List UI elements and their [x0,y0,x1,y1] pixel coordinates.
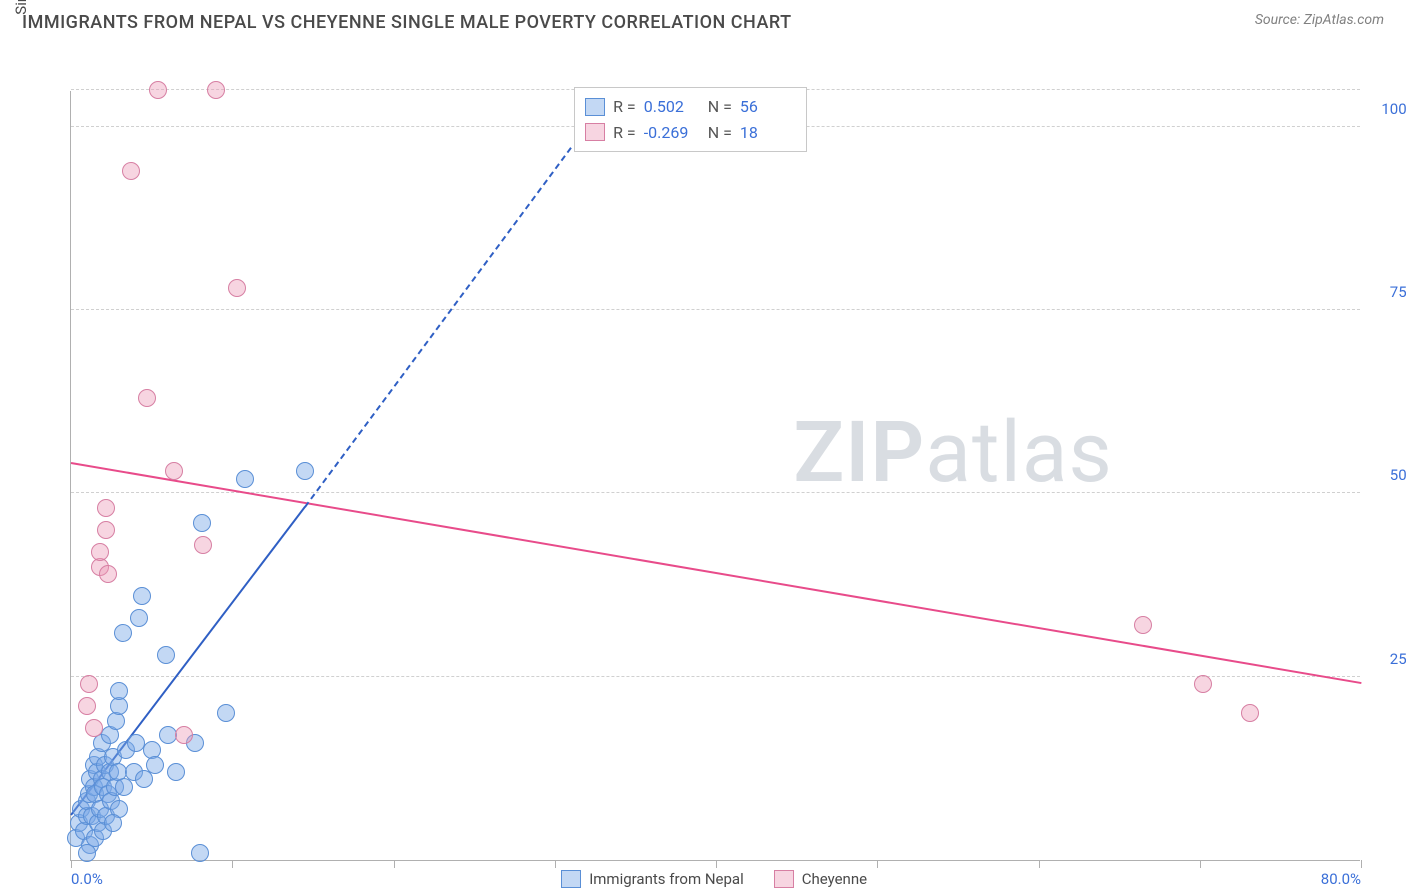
gridline [71,309,1360,310]
legend-n-label: N = [708,120,732,146]
data-point-nepal [135,770,153,788]
plot-area: 25.0%50.0%75.0%100.0%0.0%80.0%ZIPatlasR … [70,91,1360,861]
x-tick [877,860,878,868]
data-point-nepal [193,514,211,532]
data-point-cheyenne [228,279,246,297]
data-point-cheyenne [138,389,156,407]
watermark: ZIPatlas [793,403,1113,502]
data-point-cheyenne [97,521,115,539]
y-tick-label: 25.0% [1370,650,1406,668]
legend-series-name: Immigrants from Nepal [589,870,744,888]
legend-swatch [585,98,605,116]
x-tick [716,860,717,868]
data-point-nepal [296,462,314,480]
chart-title: IMMIGRANTS FROM NEPAL VS CHEYENNE SINGLE… [22,12,792,33]
legend-row-cheyenne: R = -0.269 N = 18 [585,120,796,146]
data-point-nepal [114,624,132,642]
legend-n-value: 18 [740,120,796,146]
data-point-cheyenne [175,726,193,744]
data-point-nepal [78,844,96,862]
x-tick [394,860,395,868]
trend-line [71,462,1361,684]
data-point-cheyenne [149,81,167,99]
data-point-nepal [146,756,164,774]
gridline [71,492,1360,493]
legend-r-label: R = [613,94,636,120]
legend-swatch [585,123,605,141]
data-point-nepal [130,609,148,627]
legend-series-name: Cheyenne [802,870,867,888]
legend-n-value: 56 [740,94,796,120]
y-tick-label: 75.0% [1370,283,1406,301]
x-tick [1039,860,1040,868]
data-point-cheyenne [207,81,225,99]
data-point-cheyenne [85,719,103,737]
x-tick [1200,860,1201,868]
data-point-cheyenne [78,697,96,715]
x-tick-label: 0.0% [71,870,103,888]
y-tick-label: 50.0% [1370,466,1406,484]
legend-item-cheyenne: Cheyenne [774,870,867,888]
data-point-cheyenne [194,536,212,554]
data-point-cheyenne [91,543,109,561]
data-point-cheyenne [122,162,140,180]
series-legend: Immigrants from Nepal Cheyenne [561,870,867,888]
x-tick-label: 80.0% [1321,870,1361,888]
correlation-legend: R = 0.502 N = 56 R = -0.269 N = 18 [574,87,807,152]
data-point-nepal [133,587,151,605]
data-point-cheyenne [165,462,183,480]
x-tick [555,860,556,868]
y-axis-label: Single Male Poverty [12,0,30,15]
data-point-nepal [217,704,235,722]
data-point-cheyenne [99,565,117,583]
data-point-cheyenne [1241,704,1259,722]
x-tick [1361,860,1362,868]
data-point-nepal [110,682,128,700]
data-point-nepal [167,763,185,781]
trend-line [304,147,572,508]
x-tick [71,860,72,868]
legend-item-nepal: Immigrants from Nepal [561,870,744,888]
legend-n-label: N = [708,94,732,120]
x-tick [232,860,233,868]
legend-row-nepal: R = 0.502 N = 56 [585,94,796,120]
data-point-nepal [236,470,254,488]
legend-r-value: -0.269 [644,120,700,146]
data-point-cheyenne [1134,616,1152,634]
data-point-nepal [191,844,209,862]
y-tick-label: 100.0% [1370,100,1406,118]
legend-r-label: R = [613,120,636,146]
legend-swatch [774,870,794,888]
data-point-cheyenne [80,675,98,693]
data-point-nepal [157,646,175,664]
source-attribution: Source: ZipAtlas.com [1255,12,1384,28]
legend-swatch [561,870,581,888]
gridline [71,676,1360,677]
data-point-cheyenne [97,499,115,517]
legend-r-value: 0.502 [644,94,700,120]
data-point-nepal [104,814,122,832]
data-point-cheyenne [1194,675,1212,693]
